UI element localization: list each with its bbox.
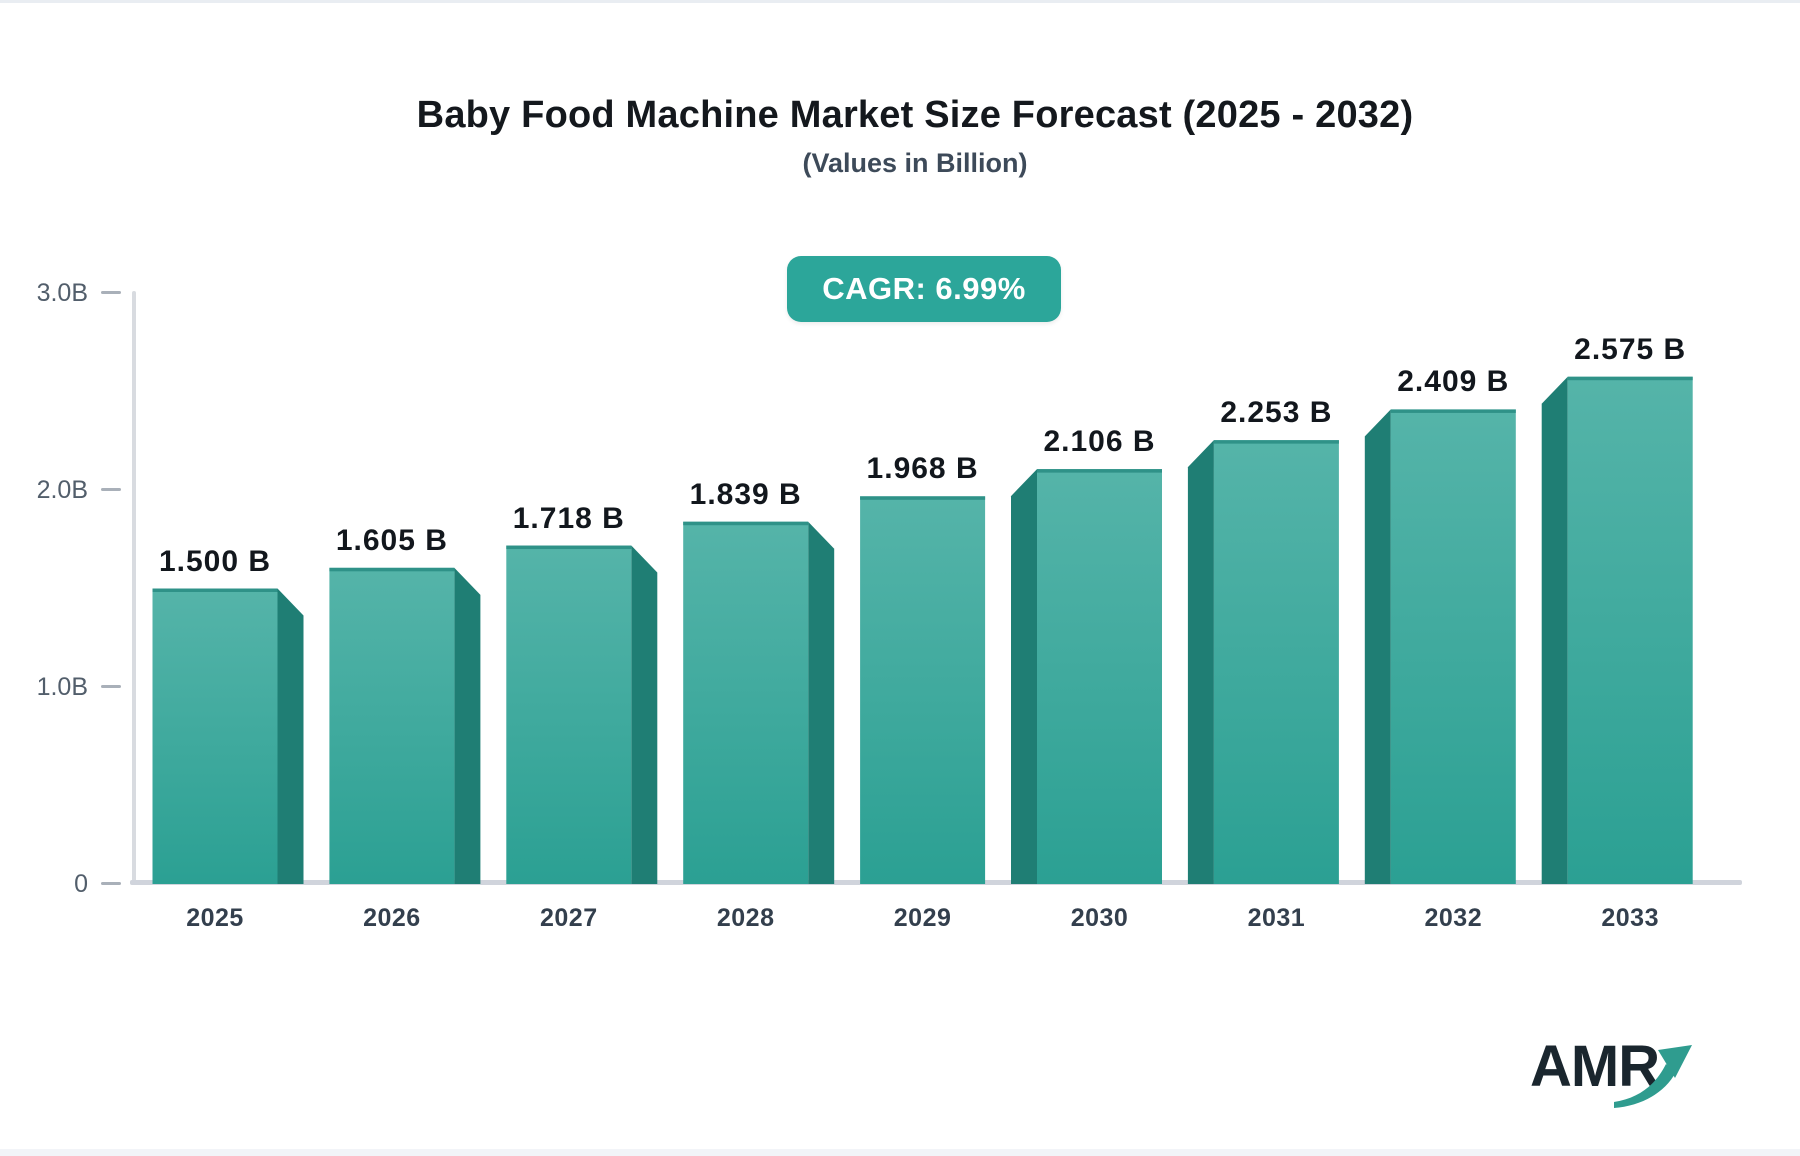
x-axis-label-2033: 2033 [1601,904,1659,932]
x-axis-label-2029: 2029 [893,904,952,932]
y-axis-line [132,291,136,885]
x-axis-label-2026: 2026 [363,904,421,932]
bar-value-label: 2.253 B [1220,396,1333,430]
bar-2026 [329,567,481,884]
bar-value-label: 1.839 B [689,477,802,511]
bar-value-label: 1.968 B [866,452,979,486]
cagr-badge: CAGR: 6.99% [787,256,1061,322]
bar-2032 [1364,409,1516,884]
bar-2030 [1011,469,1162,884]
y-axis-tick-label: 1.0B [36,673,88,701]
amr-logo: AMR [1530,1036,1710,1116]
bottom-border-line [0,1149,1800,1156]
x-axis-label-2028: 2028 [716,904,775,932]
y-axis-tick-mark [101,291,121,294]
y-axis-tick-label: 0 [74,870,88,898]
x-axis-label-2025: 2025 [186,904,244,932]
y-axis-tick-mark [101,882,121,885]
amr-logo-text: AMR [1530,1034,1660,1099]
bar-value-label: 1.718 B [512,501,625,535]
y-axis-tick-label: 3.0B [36,279,88,307]
bar-2025 [152,588,304,884]
bar-2028 [683,521,835,884]
x-axis-label-2031: 2031 [1247,904,1306,932]
bar-2027 [506,545,658,884]
x-axis-label-2030: 2030 [1070,904,1129,932]
y-axis-tick-mark [101,488,121,491]
chart-subtitle: (Values in Billion) [802,148,1028,178]
top-border-line [0,0,1800,3]
bar-value-label: 2.106 B [1043,425,1156,459]
bar-2029 [860,496,986,884]
bar-2031 [1187,440,1339,884]
growth-arrow-icon [1614,1045,1692,1108]
bar-value-label: 1.500 B [158,544,272,578]
bar-value-label: 1.605 B [335,523,448,557]
x-axis-label-2027: 2027 [539,904,598,932]
y-axis-tick-mark [101,685,121,688]
bar-value-label: 2.575 B [1574,332,1687,366]
bar-value-label: 2.409 B [1397,365,1510,399]
x-axis-baseline [130,880,1742,885]
y-axis-tick-label: 2.0B [36,476,88,504]
x-axis-label-2032: 2032 [1424,904,1483,932]
chart-title: Baby Food Machine Market Size Forecast (… [416,94,1414,136]
bar-2033 [1541,376,1693,884]
